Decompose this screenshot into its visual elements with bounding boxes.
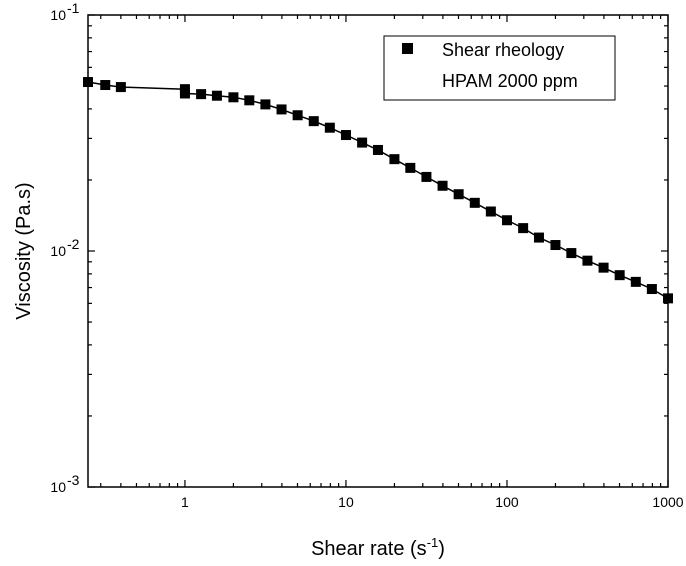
- legend-marker-square: [402, 43, 413, 54]
- data-point: [260, 99, 271, 110]
- data-point: [228, 92, 239, 103]
- data-point: [244, 95, 255, 106]
- x-tick-label: 1000: [652, 494, 683, 510]
- x-tick-label: 100: [495, 494, 519, 510]
- data-point: [357, 137, 368, 148]
- data-point: [663, 293, 673, 304]
- data-point: [179, 88, 190, 99]
- data-point: [389, 154, 400, 165]
- data-point: [598, 262, 609, 273]
- legend-entry-1: Shear rheology: [442, 40, 564, 60]
- data-point: [196, 89, 207, 100]
- data-point: [340, 130, 351, 141]
- series-markers: [83, 77, 673, 304]
- data-point: [324, 122, 335, 133]
- data-point: [292, 110, 303, 121]
- x-tick-label: 1: [181, 494, 189, 510]
- x-axis-title: Shear rate (s-1): [311, 535, 445, 560]
- y-tick-label-exponent: -1: [67, 0, 80, 16]
- x-tick-label: 10: [338, 494, 354, 510]
- data-point: [566, 248, 577, 259]
- data-point: [485, 206, 496, 217]
- data-point: [405, 162, 416, 173]
- data-point: [501, 215, 512, 226]
- data-point: [211, 90, 222, 101]
- y-tick-label: 10: [50, 7, 66, 23]
- data-point: [437, 180, 448, 191]
- y-tick-label-exponent: -3: [67, 472, 80, 488]
- data-point: [550, 240, 561, 251]
- data-point: [421, 171, 432, 182]
- y-tick-label-exponent: -2: [67, 236, 80, 252]
- data-point: [582, 255, 593, 266]
- data-point: [533, 232, 544, 243]
- data-point: [614, 270, 625, 281]
- data-point: [646, 284, 657, 295]
- data-point: [276, 104, 287, 115]
- data-point: [630, 276, 641, 287]
- data-point: [372, 144, 383, 155]
- data-point: [115, 82, 126, 93]
- series-line: [87, 81, 669, 300]
- legend-box: [383, 35, 616, 101]
- legend-entry-2: HPAM 2000 ppm: [442, 71, 578, 91]
- y-tick-label: 10: [50, 479, 66, 495]
- legend: Shear rheology HPAM 2000 ppm: [383, 35, 616, 101]
- y-axis-title: Viscosity (Pa.s): [13, 182, 35, 319]
- y-tick-label: 10: [50, 243, 66, 259]
- data-point: [453, 189, 464, 200]
- data-point: [100, 80, 111, 91]
- data-point: [518, 223, 529, 234]
- data-point: [83, 77, 93, 88]
- data-point: [308, 116, 319, 127]
- data-point: [469, 197, 480, 208]
